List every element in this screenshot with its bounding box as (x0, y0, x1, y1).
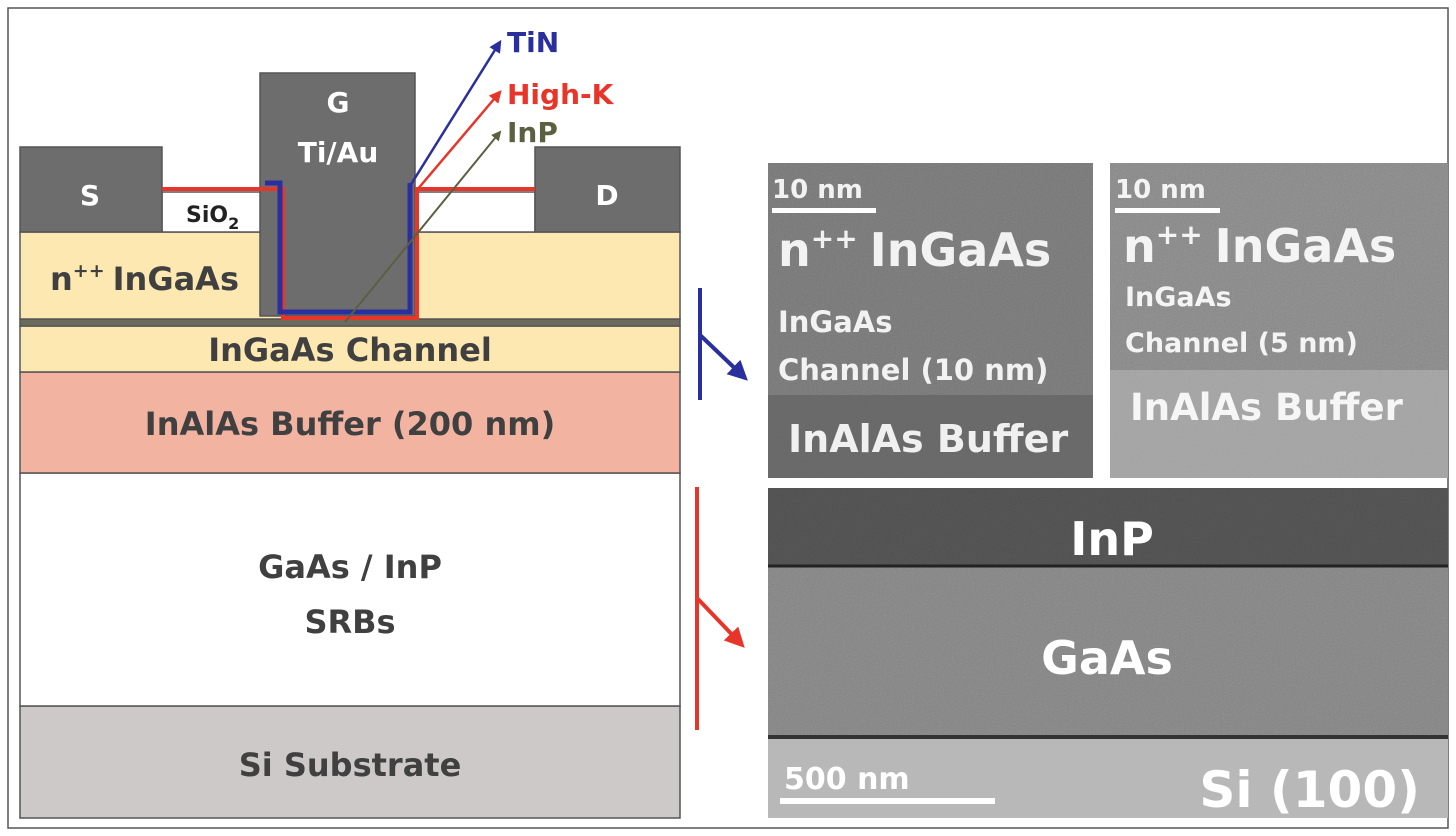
tin-callout: TiN (507, 26, 559, 59)
arrow-blue (700, 335, 745, 378)
tem-image: 10 nm n++ InGaAs InGaAs Channel (5 nm) In… (1110, 163, 1448, 478)
figure: G Ti/Au S D SiO2 n++InGaAs InGaAs Channe… (0, 0, 1456, 836)
buffer-label: InAlAs Buffer (1130, 386, 1404, 429)
srb-label: GaAs / InP (258, 548, 442, 586)
contact-sup: ++ (811, 222, 858, 255)
channel-label: InGaAs Channel (208, 331, 492, 369)
source-label: S (80, 179, 100, 212)
contact-sup: ++ (73, 260, 105, 282)
scale-bar (780, 798, 995, 804)
channel-label: Channel (10 nm) (778, 353, 1048, 387)
inp-label: InP (1070, 512, 1154, 566)
scale-label: 10 nm (1115, 175, 1206, 205)
oxide-base: SiO (186, 203, 228, 228)
tin-arrow (410, 42, 500, 186)
schematic (20, 73, 680, 818)
tem-image: InP GaAs 500 nm Si (100) (768, 488, 1448, 819)
oxide-right (415, 192, 535, 232)
contact-rest: InGaAs (1215, 219, 1397, 273)
tem-image: 10 nm n++ InGaAs InGaAs Channel (10 nm) I… (768, 163, 1093, 478)
contact-base: n (50, 260, 73, 298)
channel-label: InGaAs (1125, 282, 1232, 313)
gate-metal: Ti/Au (298, 136, 379, 169)
scale-bar (1115, 208, 1220, 213)
high-k-callout: High-K (507, 78, 615, 111)
scale-label: 10 nm (772, 175, 863, 205)
contact-rest: InGaAs (113, 260, 239, 298)
scale-label: 500 nm (784, 762, 910, 797)
gaas-label: GaAs (1041, 631, 1173, 685)
channel-label: Channel (5 nm) (1125, 328, 1358, 359)
contact-base: n (778, 223, 811, 277)
inp-callout: InP (507, 116, 558, 149)
arrow-red (697, 598, 742, 645)
contact-base: n (1123, 219, 1156, 273)
buffer-label: InAlAs Buffer (200 nm) (145, 405, 555, 443)
srb-layer (20, 473, 680, 706)
scale-bar (772, 208, 876, 213)
gate-label: G (327, 86, 350, 119)
contact-sup: ++ (1156, 218, 1203, 251)
contact-rest: InGaAs (870, 223, 1052, 277)
channel-label: InGaAs (778, 305, 893, 339)
oxide-sub: 2 (228, 214, 239, 233)
inp-layer (20, 319, 680, 326)
buffer-label: InAlAs Buffer (788, 417, 1068, 461)
si-label: Si (100) (1199, 761, 1420, 819)
substrate-label: Si Substrate (239, 746, 462, 784)
drain-label: D (595, 179, 618, 212)
srb-label: SRBs (304, 603, 395, 641)
